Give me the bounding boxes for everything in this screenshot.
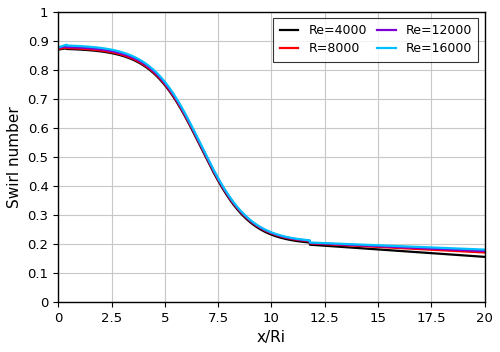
Re=16000: [64, 43, 70, 47]
Re=4000: [252, 224, 258, 228]
Line: Re=4000: Re=4000: [58, 48, 484, 257]
Re=4000: [482, 255, 488, 259]
R=8000: [252, 222, 258, 226]
Re=16000: [77, 44, 83, 48]
Re=12000: [469, 249, 475, 253]
Re=12000: [77, 45, 83, 50]
Re=12000: [470, 249, 476, 253]
Re=4000: [469, 254, 475, 258]
Line: R=8000: R=8000: [58, 48, 484, 252]
R=8000: [391, 246, 397, 250]
Re=4000: [263, 230, 269, 234]
Re=4000: [391, 249, 397, 253]
R=8000: [64, 45, 70, 50]
Re=4000: [77, 48, 83, 52]
R=8000: [77, 46, 83, 51]
X-axis label: x/Ri: x/Ri: [257, 330, 286, 345]
R=8000: [470, 250, 476, 254]
Re=4000: [64, 46, 70, 50]
Re=16000: [470, 247, 476, 251]
Re=4000: [470, 254, 476, 258]
Re=16000: [482, 247, 488, 252]
Re=16000: [252, 221, 258, 225]
Re=12000: [55, 46, 61, 50]
R=8000: [55, 47, 61, 51]
Re=4000: [55, 48, 61, 52]
Re=16000: [263, 228, 269, 232]
Line: Re=12000: Re=12000: [58, 46, 484, 251]
R=8000: [263, 229, 269, 233]
Re=16000: [469, 247, 475, 251]
Line: Re=16000: Re=16000: [58, 45, 484, 250]
Re=12000: [64, 44, 70, 48]
R=8000: [482, 250, 488, 254]
Re=12000: [482, 249, 488, 253]
Y-axis label: Swirl number: Swirl number: [7, 106, 22, 208]
Re=12000: [252, 222, 258, 226]
Re=16000: [55, 45, 61, 49]
Re=12000: [391, 245, 397, 249]
Re=12000: [263, 228, 269, 233]
Re=16000: [391, 244, 397, 248]
R=8000: [469, 250, 475, 254]
Legend: Re=4000, R=8000, Re=12000, Re=16000: Re=4000, R=8000, Re=12000, Re=16000: [274, 18, 478, 62]
